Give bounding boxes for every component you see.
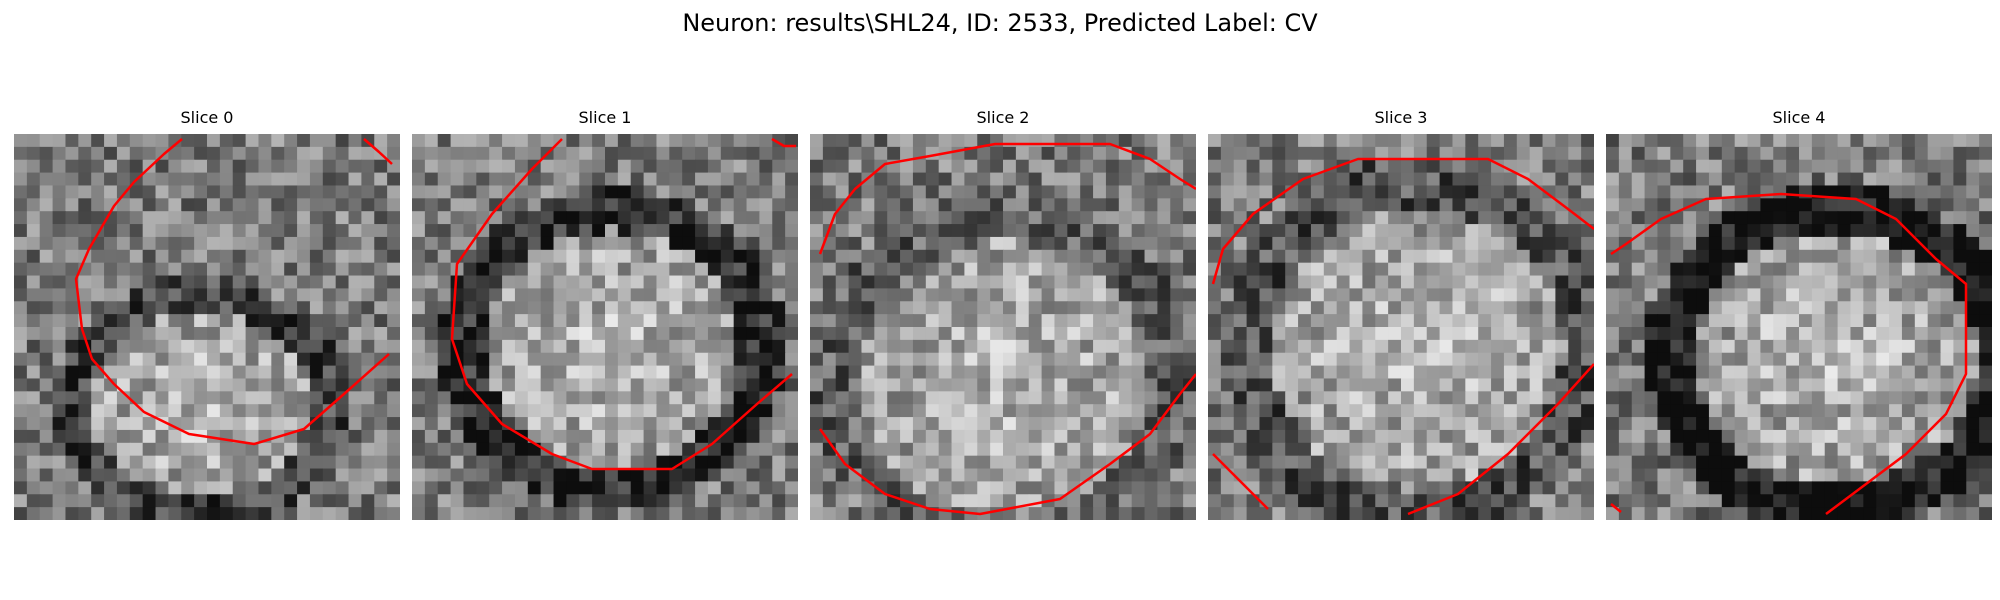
figure-title: Neuron: results\SHL24, ID: 2533, Predict…	[682, 9, 1318, 37]
contour-line-1	[1212, 453, 1269, 510]
slice-title-1: Slice 1	[578, 108, 632, 127]
slice-image-4	[1606, 134, 1992, 520]
contour-line-1	[1610, 503, 1622, 513]
slice-image-2	[810, 134, 1196, 520]
contour-line-0	[818, 142, 1196, 255]
pixel-grid	[810, 134, 1196, 520]
slice-title-4: Slice 4	[1772, 108, 1826, 127]
contour-line-1	[363, 138, 393, 165]
pixel-grid	[1606, 134, 1992, 520]
contour-line-1	[771, 137, 796, 148]
contour-line-1	[818, 373, 1196, 516]
slice-image-3	[1208, 134, 1594, 520]
contour-line-0	[450, 138, 793, 471]
pixel-grid	[1208, 134, 1594, 520]
slice-title-0: Slice 0	[180, 108, 234, 127]
contour-line-0	[1211, 157, 1594, 285]
slice-image-0	[14, 134, 400, 520]
contour-line-0	[74, 138, 390, 446]
contour-line-0	[1610, 192, 1968, 515]
pixel-grid	[14, 134, 400, 520]
slice-title-2: Slice 2	[976, 108, 1030, 127]
pixel-grid	[412, 134, 798, 520]
slice-image-1	[412, 134, 798, 520]
contour-line-2	[1407, 363, 1594, 516]
slice-title-3: Slice 3	[1374, 108, 1428, 127]
